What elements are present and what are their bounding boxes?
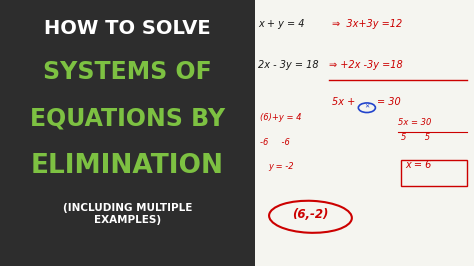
Text: HOW TO SOLVE: HOW TO SOLVE (44, 19, 211, 38)
Text: (6,-2): (6,-2) (292, 208, 328, 221)
Text: 2x - 3y = 18: 2x - 3y = 18 (258, 60, 319, 70)
Bar (0, 0, 255, 266)
Text: = 30: = 30 (377, 97, 401, 107)
Text: -6     -6: -6 -6 (260, 138, 290, 147)
Text: x + y = 4: x + y = 4 (258, 19, 305, 29)
Text: ⇒  3x+3y =12: ⇒ 3x+3y =12 (332, 19, 402, 29)
Text: EQUATIONS BY: EQUATIONS BY (30, 106, 225, 130)
Bar (255, 0, 474, 266)
Text: (INCLUDING MULTIPLE
EXAMPLES): (INCLUDING MULTIPLE EXAMPLES) (63, 203, 192, 225)
Text: x = 6: x = 6 (405, 160, 432, 170)
Text: (6)+y = 4: (6)+y = 4 (260, 113, 301, 122)
Text: ✕: ✕ (364, 105, 370, 110)
Text: SYSTEMS OF: SYSTEMS OF (43, 60, 212, 84)
Text: 5x = 30: 5x = 30 (398, 118, 431, 127)
Text: y = -2: y = -2 (268, 162, 293, 171)
Text: 5       5: 5 5 (401, 133, 429, 142)
Text: 5x +: 5x + (332, 97, 355, 107)
Text: ⇒ +2x -3y =18: ⇒ +2x -3y =18 (329, 60, 403, 70)
Text: ELIMINATION: ELIMINATION (31, 153, 224, 179)
